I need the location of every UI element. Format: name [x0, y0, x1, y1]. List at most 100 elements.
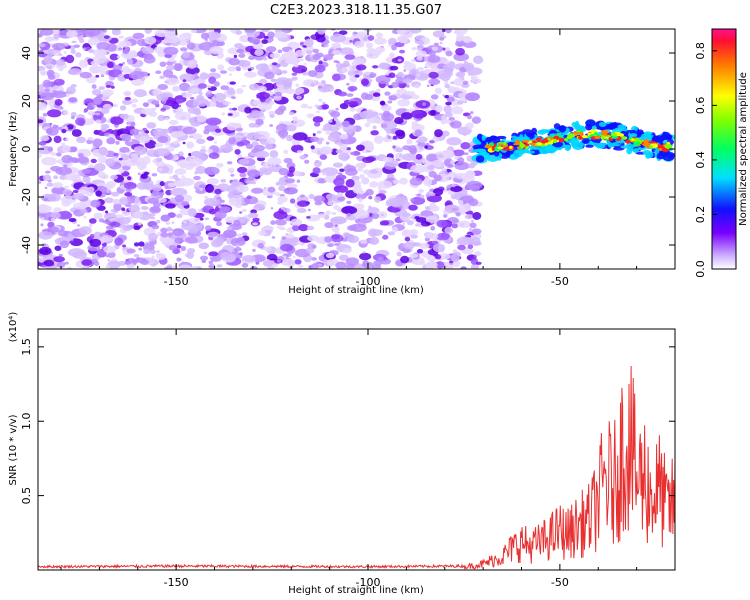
- noise-blob: [415, 223, 421, 227]
- noise-blob: [387, 231, 395, 236]
- noise-blob: [126, 248, 136, 254]
- noise-blob: [274, 91, 283, 97]
- noise-blob: [237, 166, 248, 174]
- noise-blob: [180, 47, 188, 52]
- noise-blob: [105, 264, 110, 269]
- noise-blob: [367, 35, 375, 41]
- signal-blob: [476, 140, 482, 145]
- noise-blob: [139, 71, 149, 77]
- noise-blob: [308, 193, 315, 200]
- noise-blob: [291, 72, 298, 76]
- noise-blob: [379, 112, 383, 116]
- noise-blob: [122, 247, 129, 251]
- noise-blob: [428, 78, 441, 85]
- noise-blob: [400, 112, 413, 120]
- noise-blob: [444, 265, 453, 269]
- noise-blob: [227, 113, 233, 116]
- noise-blob: [330, 148, 339, 156]
- noise-blob: [443, 158, 454, 167]
- noise-blob: [149, 249, 156, 254]
- noise-blob: [183, 32, 192, 37]
- noise-blob: [92, 138, 103, 147]
- noise-blob: [411, 121, 419, 127]
- noise-blob: [348, 131, 352, 135]
- noise-blob: [457, 157, 465, 164]
- noise-blob: [284, 178, 296, 184]
- noise-blob: [263, 246, 272, 252]
- noise-blob: [124, 96, 131, 101]
- noise-blob: [469, 222, 477, 229]
- signal-blob: [475, 155, 485, 163]
- noise-blob: [190, 121, 201, 127]
- noise-blob: [313, 160, 322, 167]
- noise-blob: [340, 144, 348, 150]
- noise-blob: [124, 192, 133, 197]
- noise-blob: [39, 69, 47, 76]
- noise-blob: [244, 29, 257, 33]
- noise-blob: [167, 232, 173, 236]
- noise-blob: [184, 236, 198, 244]
- noise-blob: [292, 116, 298, 120]
- noise-blob: [382, 234, 389, 240]
- noise-blob: [317, 29, 326, 35]
- noise-blob: [199, 187, 203, 191]
- noise-blob: [398, 205, 403, 210]
- noise-blob: [140, 77, 146, 81]
- noise-blob: [118, 40, 132, 48]
- signal-blob: [570, 141, 577, 148]
- noise-blob: [214, 210, 227, 219]
- noise-blob: [391, 226, 398, 233]
- signal-peak: [547, 137, 551, 141]
- noise-blob: [196, 266, 202, 269]
- noise-blob: [207, 148, 214, 154]
- noise-blob: [157, 136, 169, 144]
- noise-blob: [164, 186, 169, 190]
- noise-blob: [346, 212, 352, 217]
- noise-blob: [85, 46, 91, 51]
- noise-blob: [445, 50, 453, 57]
- noise-blob: [55, 166, 73, 176]
- noise-blob: [222, 101, 231, 106]
- noise-blob: [260, 63, 269, 71]
- noise-blob: [296, 207, 307, 213]
- noise-blob: [151, 224, 160, 230]
- noise-blob: [134, 210, 143, 219]
- noise-blob: [312, 133, 316, 137]
- noise-blob: [433, 42, 439, 46]
- noise-blob: [430, 109, 436, 116]
- noise-blob: [151, 255, 155, 259]
- noise-blob: [72, 193, 85, 200]
- signal-blob: [496, 135, 507, 140]
- noise-blob: [153, 148, 170, 157]
- noise-blob: [430, 226, 436, 231]
- noise-blob: [355, 64, 367, 71]
- noise-blob: [199, 148, 207, 154]
- noise-blob: [113, 202, 122, 212]
- noise-blob: [115, 140, 120, 145]
- noise-blob: [42, 112, 48, 117]
- noise-blob: [335, 122, 342, 128]
- noise-blob: [316, 110, 320, 114]
- noise-blob: [264, 144, 274, 150]
- noise-blob: [56, 261, 66, 269]
- noise-blob: [47, 146, 53, 152]
- noise-blob: [38, 102, 47, 111]
- noise-blob: [399, 177, 408, 185]
- noise-blob: [190, 151, 203, 157]
- noise-blob: [205, 39, 209, 43]
- noise-blob: [150, 216, 156, 220]
- colorbar-tick-label: 0.0: [694, 260, 707, 278]
- noise-blob: [161, 100, 167, 104]
- noise-blob: [204, 184, 215, 193]
- noise-blob: [358, 197, 363, 203]
- noise-blob: [457, 204, 471, 213]
- noise-blob: [56, 152, 62, 157]
- noise-blob: [241, 232, 248, 236]
- noise-blob: [306, 214, 321, 222]
- noise-blob: [95, 119, 102, 124]
- noise-blob: [406, 84, 410, 88]
- noise-blob: [94, 162, 106, 172]
- noise-blob: [288, 111, 295, 116]
- noise-blob: [164, 142, 171, 146]
- noise-blob: [137, 222, 142, 226]
